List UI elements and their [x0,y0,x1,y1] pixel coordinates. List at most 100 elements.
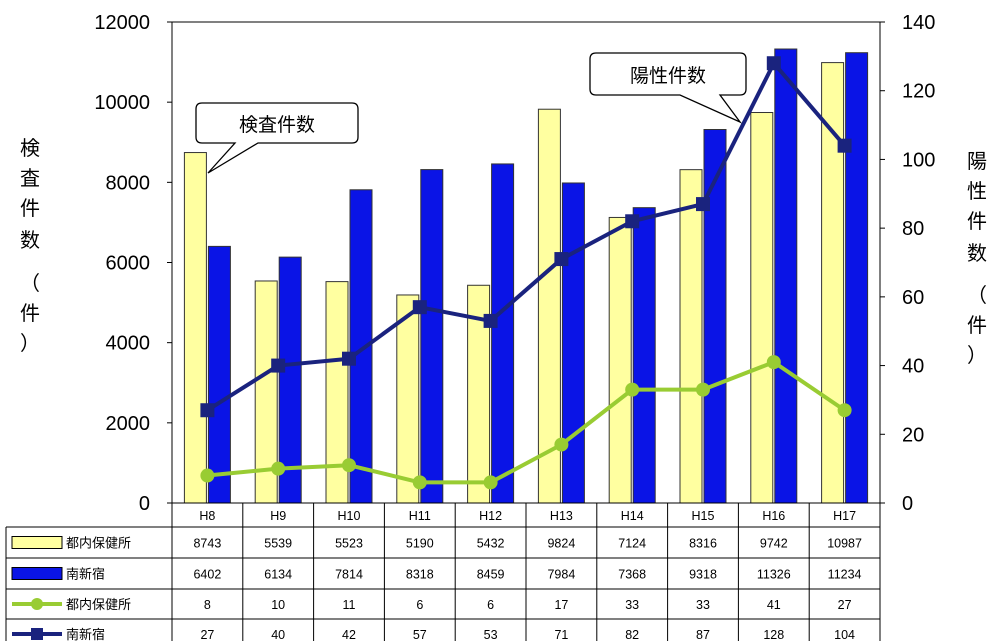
table-cell-value: 7368 [618,568,646,582]
left-axis-tick-label: 12000 [94,12,150,34]
point-tokyo-hc-positive [342,458,356,473]
table-cell-value: 42 [342,628,356,641]
bar-tokyo-hc [396,294,420,504]
right-axis-tick-label: 20 [902,424,924,446]
table-cell-value: 17 [554,598,568,612]
point-minami-shinjuku-positive [412,300,427,315]
x-category-label: H11 [409,509,431,523]
bar-minami-shinjuku [491,163,515,504]
table-cell-value: 8316 [689,537,717,551]
right-axis-label-char: ） [967,343,987,367]
left-axis-label-char: 数 [20,228,40,252]
legend-key-marker [31,628,43,640]
x-category-label: H15 [692,509,715,523]
line-minami-shinjuku-positive [206,61,847,412]
bar-tokyo-hc [750,112,774,504]
bar-minami-shinjuku [845,52,869,504]
left-axis-label-char: （ [20,271,40,295]
table-cell-value: 33 [696,598,710,612]
line-tokyo-hc-positive [207,360,846,485]
table-cell-value: 33 [625,598,639,612]
left-axis-tick-label: 4000 [106,333,151,355]
point-tokyo-hc-positive [200,468,215,483]
legend-series-name: 南新宿 [66,567,105,583]
point-tokyo-hc-positive [766,355,781,370]
table-cell-value: 10 [271,598,285,612]
point-tokyo-hc-positive [271,461,286,476]
table-cell-value: 40 [271,628,285,641]
left-axis-tick-label: 6000 [106,253,151,275]
bar-tokyo-hc [183,152,207,504]
table-cell-value: 57 [413,628,427,641]
table-cell-value: 7814 [335,568,363,582]
table-cell-value: 82 [625,628,639,641]
point-minami-shinjuku-positive [271,358,286,373]
legend-key-minami-shinjuku-bar [11,567,63,580]
callout-positive-text: 陽性件数 [630,65,706,87]
left-axis-label-char: 件 [20,301,40,325]
left-axis-label-char: ） [20,331,40,355]
bar-minami-shinjuku [703,129,727,504]
bar-tokyo-hc [679,169,703,504]
right-axis-tick-label: 40 [902,356,924,378]
table-cell-value: 11234 [828,568,862,582]
table-cell-value: 104 [834,628,855,641]
x-category-label: H10 [338,509,361,523]
right-axis-label-char: 性 [967,179,987,203]
bar-minami-shinjuku [420,169,444,504]
table-cell-value: 8 [204,598,211,612]
legend-key-marker [31,598,43,610]
left-axis-tick-label: 0 [139,493,150,515]
legend-series-name: 都内保健所 [66,597,131,613]
table-cell-value: 11326 [757,568,791,582]
table-cell-value: 8318 [406,568,434,582]
right-axis-label-char: 数 [967,241,987,265]
bar-minami-shinjuku [207,245,231,504]
right-axis-label-char: （ [967,283,987,307]
legend-key-tokyo-hc-bar [11,536,63,549]
table-cell-value: 27 [838,598,852,612]
right-axis-tick-label: 60 [902,287,924,309]
bar-tokyo-hc [608,216,632,504]
table-cell-value: 5190 [406,537,434,551]
table-cell-value: 5539 [264,537,292,551]
bar-minami-shinjuku [632,207,656,504]
x-category-label: H13 [550,509,573,523]
point-tokyo-hc-positive [837,403,852,418]
table-cell-value: 71 [554,628,568,641]
table-cell-value: 27 [200,628,214,641]
point-tokyo-hc-positive [483,475,498,490]
left-axis-tick-label: 2000 [106,413,151,435]
left-axis-label-char: 件 [20,196,40,220]
point-minami-shinjuku-positive [200,403,215,418]
table-cell-value: 6 [416,598,423,612]
table-cell-value: 7984 [547,568,575,582]
table-cell-value: 8743 [193,537,221,551]
right-axis-tick-label: 0 [902,493,913,515]
left-axis-label-char: 査 [20,166,40,190]
table-cell-value: 9824 [547,537,575,551]
right-axis-tick-label: 100 [902,149,935,171]
point-minami-shinjuku-positive [483,313,498,328]
point-minami-shinjuku-positive [342,351,356,366]
point-minami-shinjuku-positive [766,56,781,71]
table-cell-value: 5523 [335,537,363,551]
table-cell-value: 6 [487,598,494,612]
x-category-label: H8 [199,509,215,523]
callout-tests-bubble [195,102,359,174]
table-cell-value: 8459 [477,568,505,582]
callout-positive-bubble [589,52,747,124]
table-cell-value: 128 [763,628,784,641]
right-axis-tick-label: 140 [902,12,935,34]
table-cell-value: 9742 [760,537,788,551]
table-cell-value: 6134 [264,568,292,582]
x-category-label: H17 [833,509,856,523]
table-cell-value: 6402 [193,568,221,582]
table-cell-value: 7124 [618,537,646,551]
left-axis-label-char: 検 [20,136,40,160]
table-cell-value: 53 [484,628,498,641]
table-cell-value: 41 [767,598,781,612]
bar-minami-shinjuku [561,182,585,504]
right-axis-tick-label: 80 [902,218,924,240]
